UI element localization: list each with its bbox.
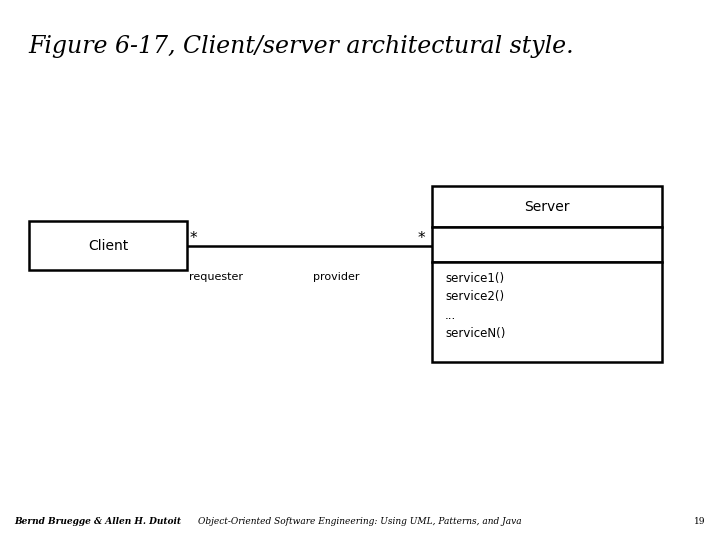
Text: Server: Server: [524, 200, 570, 213]
Text: Figure 6-17, Client/server architectural style.: Figure 6-17, Client/server architectural…: [29, 35, 575, 58]
Text: service1()
service2()
...
serviceN(): service1() service2() ... serviceN(): [445, 272, 505, 340]
Text: requester: requester: [189, 272, 243, 282]
Bar: [432, 186, 662, 227]
Text: Client: Client: [88, 239, 128, 253]
Bar: [432, 227, 662, 262]
Bar: [29, 221, 187, 270]
Text: *: *: [417, 231, 425, 246]
Text: 19: 19: [694, 517, 706, 526]
Text: Bernd Bruegge & Allen H. Dutoit: Bernd Bruegge & Allen H. Dutoit: [14, 517, 181, 526]
Bar: [432, 262, 662, 362]
Text: Object-Oriented Software Engineering: Using UML, Patterns, and Java: Object-Oriented Software Engineering: Us…: [198, 517, 522, 526]
Text: *: *: [189, 231, 197, 246]
Text: provider: provider: [313, 272, 360, 282]
